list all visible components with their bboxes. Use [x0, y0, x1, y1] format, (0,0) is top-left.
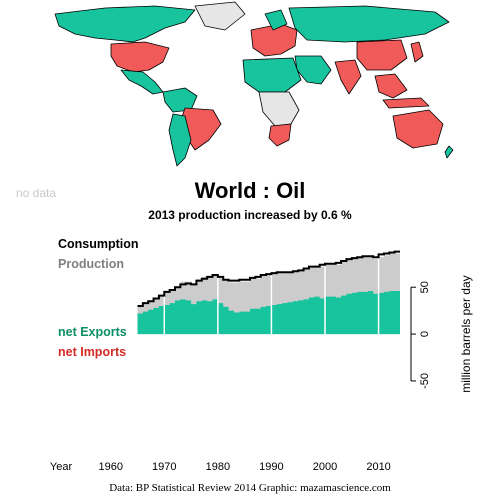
map-usa [110, 41, 170, 73]
net-exports-area [137, 290, 400, 335]
map-japan-korea [410, 41, 424, 63]
legend-consumption: Consumption [58, 237, 139, 251]
source-credit: Data: BP Statistical Review 2014 Graphic… [109, 482, 391, 494]
map-india [334, 59, 362, 95]
no-data-label: no data [16, 186, 57, 200]
map-south-africa [268, 123, 292, 147]
x-tick-label: 2010 [366, 461, 390, 473]
world-map [54, 1, 454, 167]
x-tick-label: 2000 [313, 461, 337, 473]
map-mexico [120, 69, 164, 95]
chart-subtitle: 2013 production increased by 0.6 % [148, 208, 352, 222]
map-greenland [194, 1, 246, 31]
map-russia [288, 5, 450, 43]
y-axis-label: million barrels per day [459, 275, 473, 392]
map-north-america [54, 5, 196, 43]
map-indonesia [382, 97, 430, 109]
map-southeast-asia [374, 73, 408, 99]
y-tick-label: -50 [419, 373, 431, 389]
x-tick-label: 1990 [259, 461, 283, 473]
map-scandinavia [264, 9, 288, 31]
map-australia [392, 109, 444, 149]
x-tick-label: 1980 [206, 461, 230, 473]
x-tick-label: 1970 [152, 461, 176, 473]
map-southern-cone [168, 113, 192, 167]
map-new-zealand [444, 145, 454, 159]
x-tick-label: 1960 [98, 461, 122, 473]
legend-net-imports: net Imports [58, 345, 127, 359]
consumption-line [137, 250, 400, 307]
chart-title: World : Oil [194, 178, 306, 203]
y-tick-label: 0 [419, 331, 431, 337]
legend-production: Production [58, 257, 124, 271]
map-china [356, 39, 408, 71]
x-axis-label: Year [50, 461, 73, 473]
legend-net-exports: net Exports [58, 325, 127, 339]
y-tick-label: 50 [419, 281, 431, 293]
